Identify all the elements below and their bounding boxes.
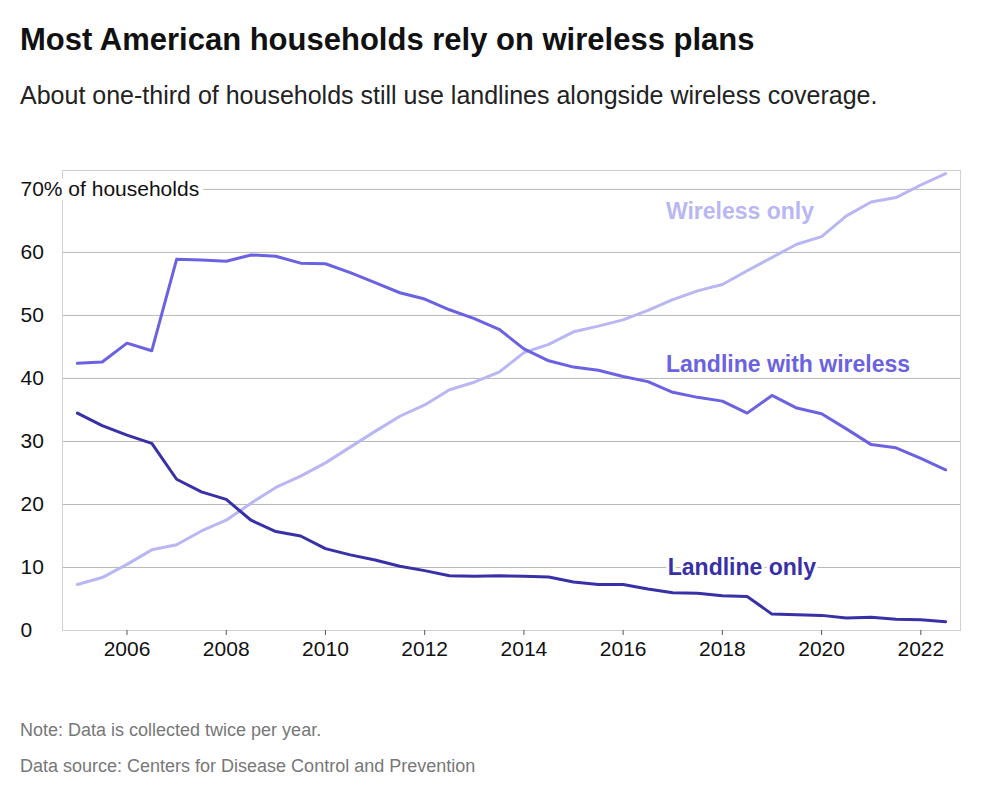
html-text:Data source: Centers for Disea: Data source: Centers for Disease Control… bbox=[20, 756, 476, 776]
svg-text:2014: 2014 bbox=[501, 637, 548, 660]
svg-text:20: 20 bbox=[21, 492, 44, 515]
svg-text:2020: 2020 bbox=[798, 637, 845, 660]
html-text:About one-third of households: About one-third of households still use … bbox=[20, 81, 878, 109]
svg-text:2010: 2010 bbox=[302, 637, 349, 660]
html-text:Most American households rely: Most American households rely on wireles… bbox=[20, 22, 755, 57]
svg-text:2006: 2006 bbox=[104, 637, 151, 660]
svg-text:60: 60 bbox=[21, 240, 44, 263]
html-text:Note: Data is collected twice: Note: Data is collected twice per year. bbox=[20, 720, 322, 740]
svg-text:30: 30 bbox=[21, 429, 44, 452]
svg-text:2016: 2016 bbox=[600, 637, 647, 660]
svg-text:40: 40 bbox=[21, 366, 44, 389]
svg-text:50: 50 bbox=[21, 303, 44, 326]
svg-text:70% of households: 70% of households bbox=[21, 177, 200, 200]
svg-text:Landline with wireless: Landline with wireless bbox=[666, 351, 910, 377]
svg-text:0: 0 bbox=[21, 618, 33, 641]
svg-text:Wireless only: Wireless only bbox=[666, 198, 814, 224]
svg-text:2012: 2012 bbox=[401, 637, 448, 660]
svg-text:2022: 2022 bbox=[897, 637, 944, 660]
svg-text:10: 10 bbox=[21, 555, 44, 578]
svg-text:Landline only: Landline only bbox=[668, 554, 816, 580]
svg-text:2018: 2018 bbox=[699, 637, 746, 660]
svg-text:2008: 2008 bbox=[203, 637, 250, 660]
